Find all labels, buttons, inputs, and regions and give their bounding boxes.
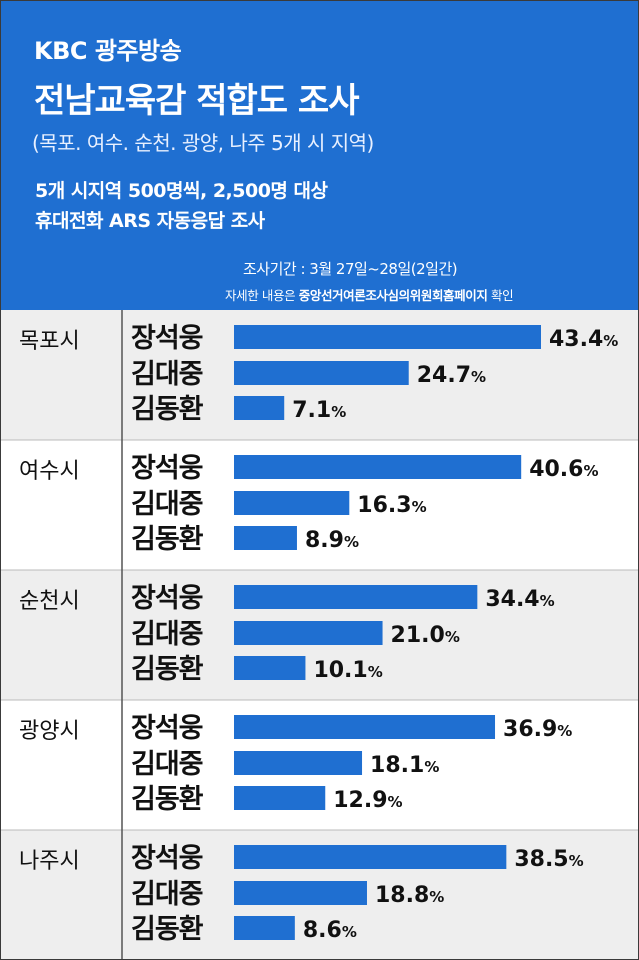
value-label: 40.6% [529,457,598,482]
survey-sample: 5개 시지역 500명씩, 2,500명 대상 [35,180,328,202]
value-label: 18.1% [370,753,439,778]
percent-unit: % [412,498,427,516]
percent-unit: % [368,663,383,681]
value-label: 10.1% [313,658,382,683]
value-label: 12.9% [333,788,402,813]
candidate-label: 김대중 [131,489,203,520]
survey-regions: (목포. 여수. 순천. 광양, 나주 5개 시 지역) [32,131,374,155]
region-label: 여수시 [19,459,80,484]
survey-method: 휴대전화 ARS 자동응답 조사 [35,210,265,232]
header-panel: KBC 광주방송 전남교육감 적합도 조사 (목포. 여수. 순천. 광양, 나… [1,1,638,310]
bar-chart: 목포시 장석웅 43.4%김대중 24.7%김동환 7.1%여수시 장석웅 40.6%김대중… [1,310,638,959]
value-label: 43.4% [549,327,618,352]
candidate-label: 장석웅 [131,583,203,614]
percent-unit: % [342,923,357,941]
data-bar [234,455,522,479]
data-bar [234,491,350,515]
percent-unit: % [569,852,584,870]
data-bar [234,526,297,550]
data-bar [234,881,367,905]
percent-unit: % [540,592,555,610]
data-bar [234,585,478,609]
percent-unit: % [388,793,403,811]
candidate-label: 장석웅 [131,453,203,484]
data-bar [234,916,295,940]
value-label: 7.1% [292,398,346,423]
percent-unit: % [344,533,359,551]
percent-unit: % [557,722,572,740]
candidate-label: 김대중 [131,619,203,650]
source-suffix: 확인 [487,288,514,303]
data-bar [234,621,383,645]
data-bar [234,715,496,739]
data-bar [234,325,541,349]
percent-unit: % [331,403,346,421]
value-label: 18.8% [375,883,444,908]
candidate-label: 김동환 [131,654,204,685]
source-highlight: 중앙선거여론조사심의위원회홈페이지 [298,288,488,303]
percent-unit: % [583,462,598,480]
candidate-label: 김대중 [131,749,203,780]
value-label: 38.5% [514,847,583,872]
value-label: 36.9% [503,717,572,742]
region-label: 광양시 [19,719,80,744]
source-prefix: 자세한 내용은 [225,288,299,303]
data-bar [234,751,363,775]
value-label: 8.9% [305,528,359,553]
candidate-label: 장석웅 [131,323,203,354]
candidate-label: 김동환 [131,524,204,555]
value-label: 16.3% [357,493,426,518]
page-title: 전남교육감 적합도 조사 [34,81,359,121]
region-label: 순천시 [19,589,80,614]
value-label: 8.6% [303,918,357,943]
percent-unit: % [603,332,618,350]
candidate-label: 김동환 [131,394,204,425]
percent-unit: % [424,758,439,776]
survey-period: 조사기간 : 3월 27일~28일(2일간) [243,260,458,278]
value-label: 21.0% [391,623,460,648]
source-note: 자세한 내용은 중앙선거여론조사심의위원회홈페이지 확인 [225,285,514,304]
value-label: 34.4% [485,587,554,612]
candidate-label: 김동환 [131,784,204,815]
candidate-label: 김동환 [131,914,204,945]
region-label: 나주시 [19,849,80,874]
candidate-label: 장석웅 [131,843,203,874]
value-label: 24.7% [417,363,486,388]
percent-unit: % [429,888,444,906]
candidate-label: 김대중 [131,359,203,390]
percent-unit: % [471,368,486,386]
data-bar [234,396,285,420]
data-bar [234,656,306,680]
candidate-label: 장석웅 [131,713,203,744]
broadcaster-label: KBC 광주방송 [34,37,182,65]
data-bar [234,786,326,810]
region-label: 목포시 [19,329,80,354]
percent-unit: % [445,628,460,646]
data-bar [234,361,409,385]
data-bar [234,845,507,869]
candidate-label: 김대중 [131,879,203,910]
